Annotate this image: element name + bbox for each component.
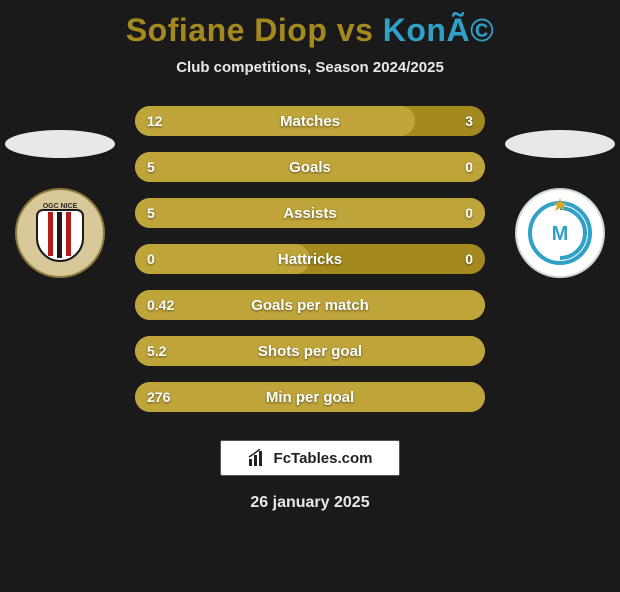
svg-text:OGC NICE: OGC NICE: [43, 203, 78, 210]
svg-text:M: M: [552, 223, 569, 245]
marseille-crest-icon: M: [515, 188, 605, 278]
stat-value-right: 0: [465, 251, 473, 267]
stat-value-left: 5: [147, 159, 155, 175]
stat-row: 0.42 Goals per match: [135, 290, 485, 320]
stat-value-left: 5: [147, 205, 155, 221]
stat-value-left: 5.2: [147, 343, 166, 359]
stat-row: 12 Matches 3: [135, 106, 485, 136]
stat-fill-left: [135, 106, 415, 136]
stat-value-left: 12: [147, 113, 163, 129]
stat-row: 276 Min per goal: [135, 382, 485, 412]
stat-value-left: 0.42: [147, 297, 174, 313]
stat-label: Min per goal: [266, 389, 354, 406]
subtitle: Club competitions, Season 2024/2025: [0, 59, 620, 76]
player-silhouette-left: [5, 130, 115, 158]
stats-container: 12 Matches 3 5 Goals 0 5 Assists 0 0 Hattricks 0 0.4…: [135, 106, 485, 412]
stat-row: 0 Hattricks 0: [135, 244, 485, 274]
player-silhouette-right: [505, 130, 615, 158]
team-crest-left: OGC NICE: [15, 188, 105, 278]
stat-value-left: 276: [147, 389, 170, 405]
stat-label: Goals: [289, 159, 331, 176]
left-team-column: OGC NICE: [0, 130, 120, 278]
nice-crest-icon: OGC NICE: [15, 188, 105, 278]
stat-value-left: 0: [147, 251, 155, 267]
title-player-left: Sofiane Diop: [126, 12, 328, 48]
fctables-badge[interactable]: FcTables.com: [220, 440, 400, 476]
fctables-label: FcTables.com: [274, 450, 373, 467]
stat-row: 5 Assists 0: [135, 198, 485, 228]
stat-row: 5.2 Shots per goal: [135, 336, 485, 366]
stat-value-right: 0: [465, 159, 473, 175]
team-crest-right: M: [515, 188, 605, 278]
chart-icon: [248, 449, 268, 467]
stat-label: Shots per goal: [258, 343, 362, 360]
stat-label: Matches: [280, 113, 340, 130]
stat-value-right: 3: [465, 113, 473, 129]
page-title: Sofiane Diop vs KonÃ©: [0, 12, 620, 49]
stat-label: Goals per match: [251, 297, 369, 314]
title-vs: vs: [327, 12, 382, 48]
stat-label: Assists: [283, 205, 336, 222]
stat-value-right: 0: [465, 205, 473, 221]
right-team-column: M: [500, 130, 620, 278]
stat-row: 5 Goals 0: [135, 152, 485, 182]
date-label: 26 january 2025: [0, 494, 620, 512]
title-player-right: KonÃ©: [383, 12, 494, 48]
stat-label: Hattricks: [278, 251, 342, 268]
